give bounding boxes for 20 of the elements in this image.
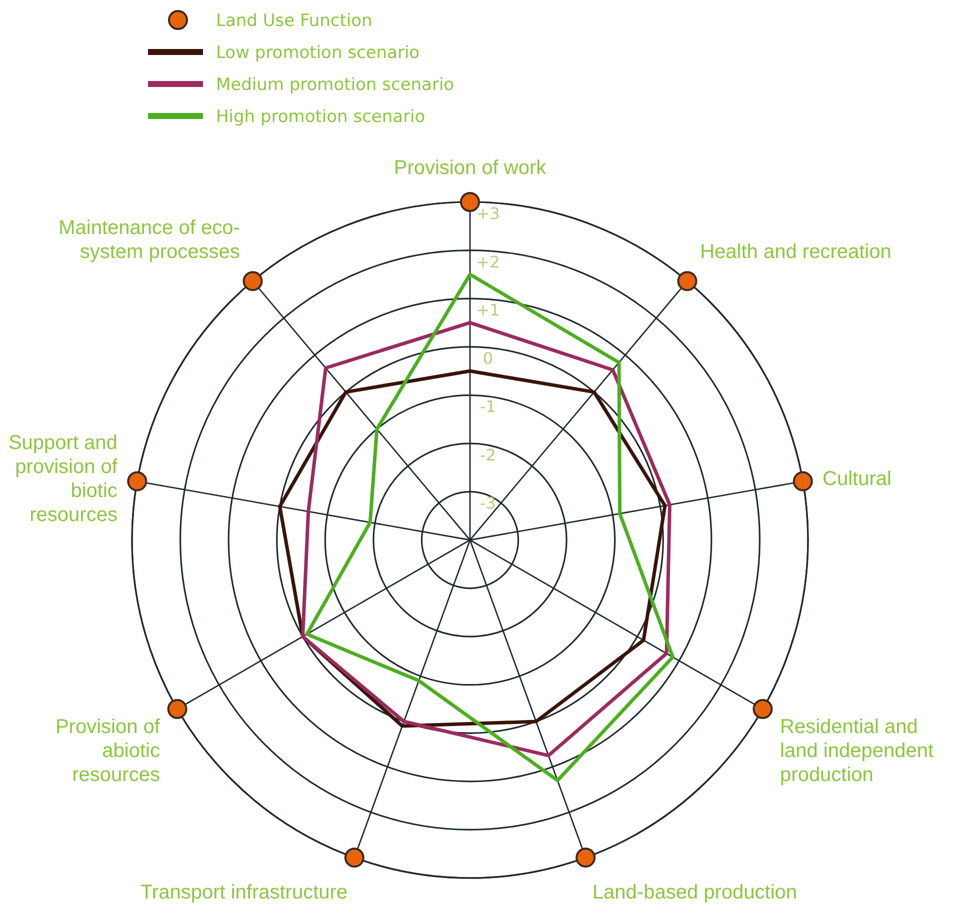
y-tick-label: 0 [482,348,494,368]
spoke-label: Cultural [822,468,892,490]
spoke-label: Land-based production [592,881,798,904]
spoke-label: Provision of abiotic resources [55,716,160,786]
legend-label: Low promotion scenario [216,43,420,63]
spoke-label: Maintenance of eco-system processes [58,216,240,263]
spoke-label: Transport infrastructure [140,881,348,904]
spoke-label: Provision of work [394,157,548,179]
y-tick-label: -3 [480,494,496,513]
y-tick-label: +1 [476,300,500,320]
spoke-label: Residential and land independent production [780,716,934,786]
spoke-label: Health and recreation [700,240,892,263]
spoke-label: Support and provision of biotic resources [8,432,118,526]
text: Land Use Function [216,11,372,31]
y-tick-label: -1 [480,397,496,416]
y-tick-label: +2 [476,252,500,272]
y-tick-label: -2 [480,445,496,464]
y-tick-label: +3 [476,204,500,223]
legend-label: Medium promotion scenario [216,75,454,95]
legend-label: High promotion scenario [216,107,426,127]
